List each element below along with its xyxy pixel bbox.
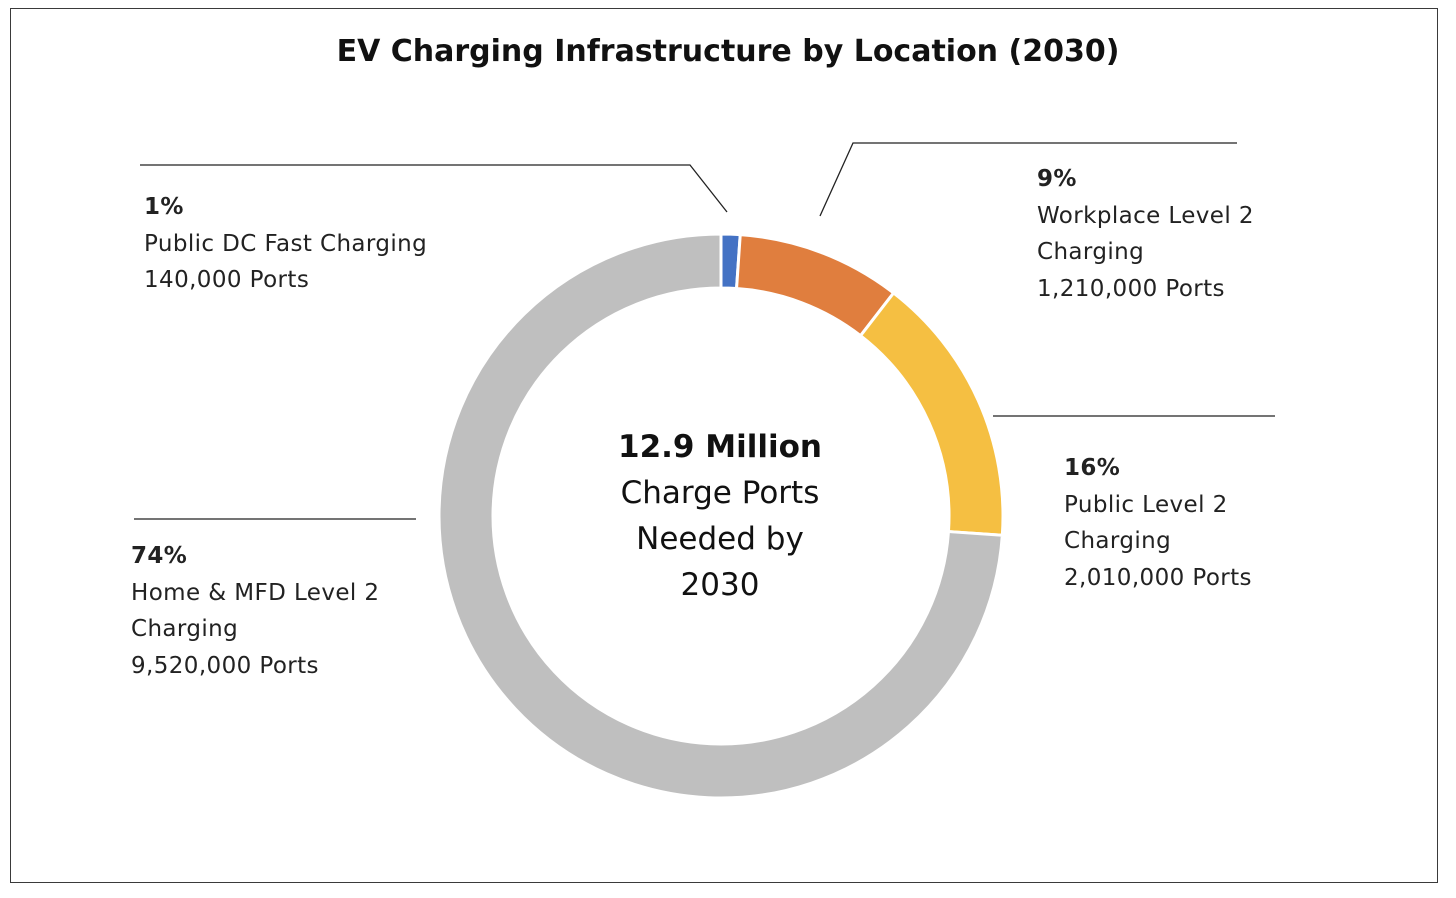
chart-frame: [10, 8, 1438, 883]
leader-line-1: [819, 142, 1237, 217]
center-caption: Charge Ports Needed by 2030: [620, 475, 820, 603]
center-total: 12.9 Million: [618, 429, 822, 465]
center-label: 12.9 Million Charge Ports Needed by 2030: [570, 424, 870, 608]
slice-category: Public DC Fast Charging: [144, 230, 428, 257]
slice-ports: 2,010,000 Ports: [1064, 564, 1252, 591]
slice-ports: 9,520,000 Ports: [131, 652, 319, 679]
label-public-level2: 16% Public Level 2 Charging 2,010,000 Po…: [1064, 450, 1254, 596]
slice-percent: 74%: [131, 543, 188, 569]
leader-line-0: [140, 164, 728, 213]
label-home-mfd-level2: 74% Home & MFD Level 2 Charging 9,520,00…: [131, 538, 401, 684]
slice-percent: 1%: [144, 194, 184, 220]
donut-slices: [437, 232, 1005, 800]
donut-slice-3: [437, 232, 1004, 800]
label-workplace-level2: 9% Workplace Level 2 Charging 1,210,000 …: [1037, 161, 1287, 307]
slice-category: Home & MFD Level 2 Charging: [131, 579, 380, 643]
label-public-dc-fast: 1% Public DC Fast Charging 140,000 Ports: [144, 189, 427, 299]
slice-ports: 1,210,000 Ports: [1037, 275, 1225, 302]
slice-category: Public Level 2 Charging: [1064, 491, 1228, 555]
donut-slice-1: [734, 233, 896, 338]
slice-percent: 9%: [1037, 166, 1077, 192]
slice-category: Workplace Level 2 Charging: [1037, 202, 1254, 266]
leader-lines: [134, 142, 1275, 520]
chart-title: EV Charging Infrastructure by Location (…: [336, 34, 1120, 69]
slice-percent: 16%: [1064, 455, 1121, 481]
slice-ports: 140,000 Ports: [144, 267, 310, 293]
donut-slice-2: [858, 290, 1005, 537]
